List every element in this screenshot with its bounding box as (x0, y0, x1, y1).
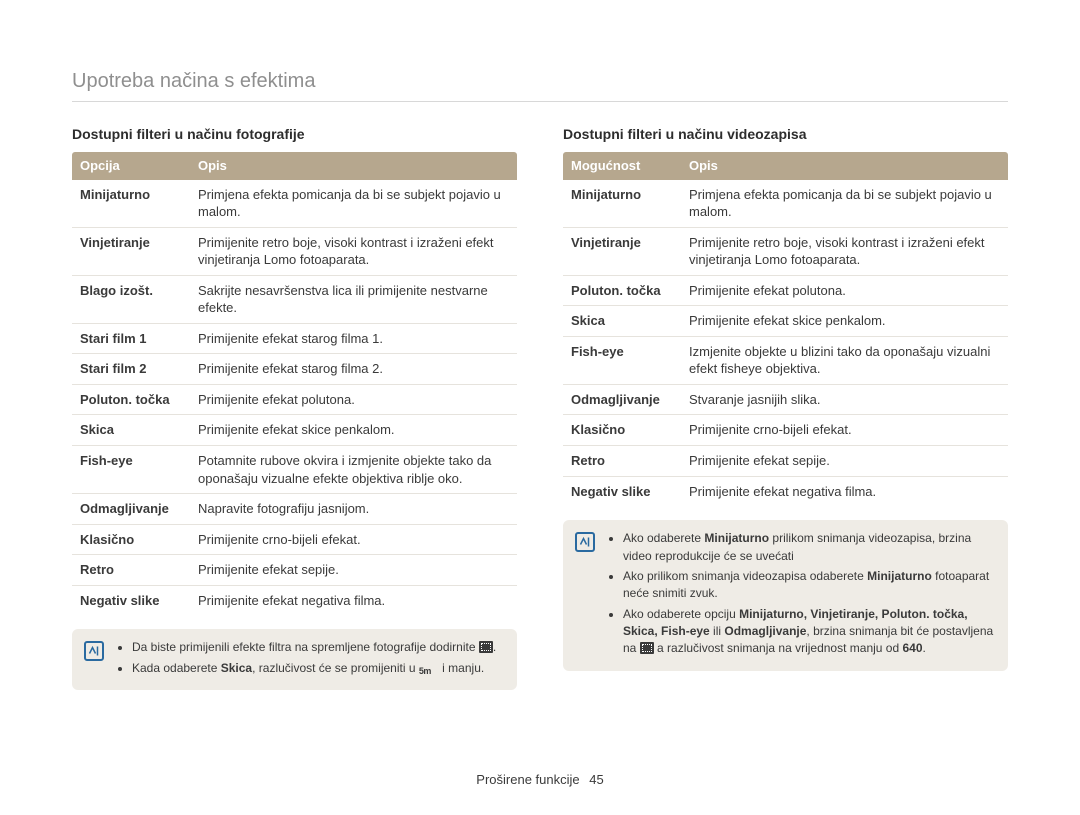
video-note-2: Ako prilikom snimanja videozapisa odaber… (623, 568, 994, 603)
video-note-3: Ako odaberete opciju Minijaturno, Vinjet… (623, 606, 994, 658)
description-cell: Primijenite efekat sepije. (681, 446, 1008, 477)
footer-label: Proširene funkcije (476, 772, 579, 787)
table-row: VinjetiranjePrimijenite retro boje, viso… (563, 227, 1008, 275)
option-cell: Vinjetiranje (72, 227, 190, 275)
description-cell: Primijenite efekat polutona. (681, 275, 1008, 306)
description-cell: Primjena efekta pomicanja da bi se subje… (681, 180, 1008, 228)
option-cell: Stari film 1 (72, 323, 190, 354)
description-cell: Primijenite efekat sepije. (190, 555, 517, 586)
table-row: Fish-eyeIzmjenite objekte u blizini tako… (563, 336, 1008, 384)
table-row: Fish-eyePotamnite rubove okvira i izmjen… (72, 446, 517, 494)
option-cell: Odmagljivanje (563, 384, 681, 415)
table-row: KlasičnoPrimijenite crno-bijeli efekat. (72, 524, 517, 555)
option-cell: Retro (72, 555, 190, 586)
note-icon (575, 532, 595, 552)
col-header-option: Mogućnost (563, 152, 681, 180)
video-note-box: Ako odaberete Minijaturno prilikom snima… (563, 520, 1008, 671)
description-cell: Sakrijte nesavršenstva lica ili primijen… (190, 275, 517, 323)
option-cell: Negativ slike (563, 476, 681, 506)
table-row: MinijaturnoPrimjena efekta pomicanja da … (563, 180, 1008, 228)
note-icon (84, 641, 104, 661)
description-cell: Primijenite efekat negativa filma. (190, 585, 517, 615)
option-cell: Minijaturno (563, 180, 681, 228)
col-header-option: Opcija (72, 152, 190, 180)
photo-section-title: Dostupni filteri u načinu fotografije (72, 126, 517, 142)
option-cell: Skica (563, 306, 681, 337)
table-row: SkicaPrimijenite efekat skice penkalom. (72, 415, 517, 446)
table-row: MinijaturnoPrimjena efekta pomicanja da … (72, 180, 517, 228)
table-row: Blago izošt.Sakrijte nesavršenstva lica … (72, 275, 517, 323)
option-cell: Retro (563, 446, 681, 477)
option-cell: Minijaturno (72, 180, 190, 228)
table-row: VinjetiranjePrimijenite retro boje, viso… (72, 227, 517, 275)
option-cell: Klasično (72, 524, 190, 555)
table-row: OdmagljivanjeNapravite fotografiju jasni… (72, 494, 517, 525)
table-row: KlasičnoPrimijenite crno-bijeli efekat. (563, 415, 1008, 446)
description-cell: Primijenite efekat starog filma 2. (190, 354, 517, 385)
table-row: RetroPrimijenite efekat sepije. (563, 446, 1008, 477)
photo-note-box: Da biste primijenili efekte filtra na sp… (72, 629, 517, 690)
table-row: SkicaPrimijenite efekat skice penkalom. (563, 306, 1008, 337)
table-row: RetroPrimijenite efekat sepije. (72, 555, 517, 586)
resolution-5m-icon: 5m (419, 665, 439, 677)
page-footer: Proširene funkcije 45 (0, 772, 1080, 787)
description-cell: Primijenite efekat negativa filma. (681, 476, 1008, 506)
description-cell: Primijenite efekat polutona. (190, 384, 517, 415)
option-cell: Poluton. točka (563, 275, 681, 306)
col-header-desc: Opis (681, 152, 1008, 180)
description-cell: Primijenite retro boje, visoki kontrast … (681, 227, 1008, 275)
photo-note-2: Kada odaberete Skica, razlučivost će se … (132, 660, 496, 677)
video-note-1: Ako odaberete Minijaturno prilikom snima… (623, 530, 994, 565)
option-cell: Fish-eye (72, 446, 190, 494)
option-cell: Stari film 2 (72, 354, 190, 385)
video-filters-column: Dostupni filteri u načinu videozapisa Mo… (563, 126, 1008, 690)
option-cell: Odmagljivanje (72, 494, 190, 525)
col-header-desc: Opis (190, 152, 517, 180)
description-cell: Primijenite efekat skice penkalom. (190, 415, 517, 446)
edit-photo-icon (479, 641, 493, 653)
option-cell: Vinjetiranje (563, 227, 681, 275)
option-cell: Blago izošt. (72, 275, 190, 323)
option-cell: Klasično (563, 415, 681, 446)
table-row: Poluton. točkaPrimijenite efekat poluton… (72, 384, 517, 415)
video-filters-table: Mogućnost Opis MinijaturnoPrimjena efekt… (563, 152, 1008, 506)
description-cell: Primijenite retro boje, visoki kontrast … (190, 227, 517, 275)
description-cell: Izmjenite objekte u blizini tako da opon… (681, 336, 1008, 384)
framerate-icon (640, 642, 654, 654)
description-cell: Primjena efekta pomicanja da bi se subje… (190, 180, 517, 228)
table-row: Poluton. točkaPrimijenite efekat poluton… (563, 275, 1008, 306)
photo-filters-table: Opcija Opis MinijaturnoPrimjena efekta p… (72, 152, 517, 615)
option-cell: Skica (72, 415, 190, 446)
photo-note-1: Da biste primijenili efekte filtra na sp… (132, 639, 496, 656)
description-cell: Primijenite efekat skice penkalom. (681, 306, 1008, 337)
option-cell: Poluton. točka (72, 384, 190, 415)
description-cell: Primijenite efekat starog filma 1. (190, 323, 517, 354)
table-row: Stari film 1Primijenite efekat starog fi… (72, 323, 517, 354)
table-row: Negativ slikePrimijenite efekat negativa… (563, 476, 1008, 506)
option-cell: Fish-eye (563, 336, 681, 384)
table-row: Negativ slikePrimijenite efekat negativa… (72, 585, 517, 615)
description-cell: Napravite fotografiju jasnijom. (190, 494, 517, 525)
table-row: Stari film 2Primijenite efekat starog fi… (72, 354, 517, 385)
footer-page-number: 45 (589, 772, 603, 787)
description-cell: Potamnite rubove okvira i izmjenite obje… (190, 446, 517, 494)
description-cell: Primijenite crno-bijeli efekat. (681, 415, 1008, 446)
video-section-title: Dostupni filteri u načinu videozapisa (563, 126, 1008, 142)
photo-filters-column: Dostupni filteri u načinu fotografije Op… (72, 126, 517, 690)
page-title: Upotreba načina s efektima (72, 70, 1008, 102)
table-row: OdmagljivanjeStvaranje jasnijih slika. (563, 384, 1008, 415)
description-cell: Stvaranje jasnijih slika. (681, 384, 1008, 415)
option-cell: Negativ slike (72, 585, 190, 615)
description-cell: Primijenite crno-bijeli efekat. (190, 524, 517, 555)
